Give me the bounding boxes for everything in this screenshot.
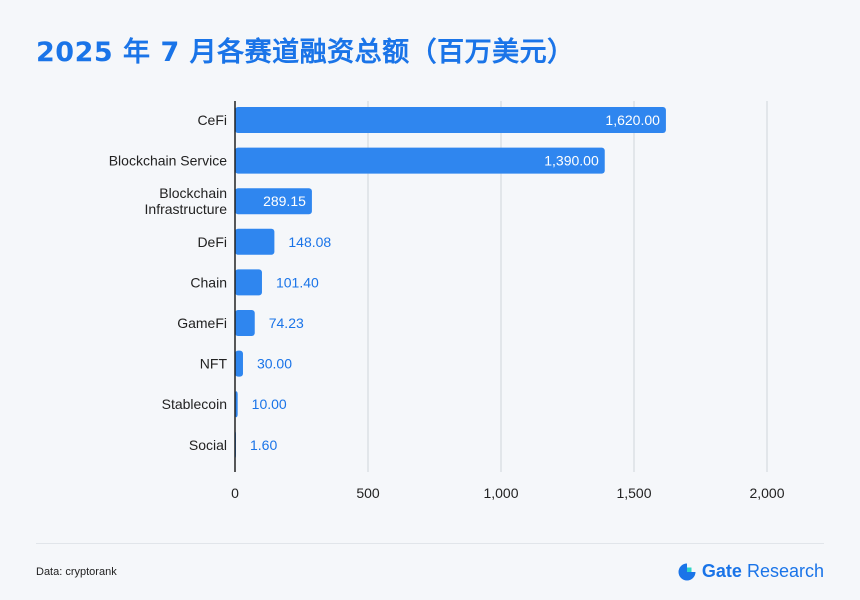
x-tick-label: 1,000 xyxy=(483,485,518,501)
bar xyxy=(235,188,312,215)
brand-suffix: Research xyxy=(746,561,824,581)
value-label: 74.23 xyxy=(269,315,304,331)
category-label: NFT xyxy=(200,356,228,372)
category-label: GameFi xyxy=(177,315,227,331)
x-tick-labels: 0 500 1,000 1,500 2,000 xyxy=(231,485,785,501)
value-label: 148.08 xyxy=(288,234,331,250)
bars xyxy=(235,107,666,458)
brand-name: Gate xyxy=(701,561,742,581)
category-labels: CeFi Blockchain Service Blockchain Infrastr… xyxy=(109,112,228,453)
value-labels: 1,620.00 1,390.00 289.15 148.08 101.40 74.23 3… xyxy=(250,112,660,453)
category-label: Social xyxy=(189,437,227,453)
category-label: DeFi xyxy=(197,234,227,250)
bar xyxy=(235,310,255,336)
x-tick-label: 2,000 xyxy=(749,485,784,501)
category-label: Blockchain Service xyxy=(109,153,227,169)
bar xyxy=(235,228,275,255)
value-label: 1,390.00 xyxy=(544,153,599,169)
bar xyxy=(235,350,243,377)
value-label: 101.40 xyxy=(276,274,319,290)
chart-title: 2025 年 7 月各赛道融资总额（百万美元） xyxy=(36,37,575,68)
category-label: CeFi xyxy=(197,112,227,128)
x-tick-label: 500 xyxy=(356,485,380,501)
footer-divider xyxy=(36,543,824,544)
value-label: 1.60 xyxy=(250,437,277,453)
value-label: 1,620.00 xyxy=(605,112,660,128)
category-label: Chain xyxy=(190,274,227,290)
bar-chart: CeFi Blockchain Service Blockchain Infrastr… xyxy=(109,101,785,501)
value-label: 289.15 xyxy=(263,193,306,209)
bar xyxy=(235,147,605,174)
bar xyxy=(235,107,666,133)
bar xyxy=(235,269,262,296)
value-label: 30.00 xyxy=(257,356,292,372)
x-tick-label: 0 xyxy=(231,485,239,501)
gate-logo-icon xyxy=(678,563,696,580)
brand-logo: Gate Research xyxy=(677,561,824,582)
category-label: Stablecoin xyxy=(162,396,227,412)
x-tick-label: 1,500 xyxy=(616,485,651,501)
value-label: 10.00 xyxy=(252,396,287,412)
category-label: Blockchain Infrastructure xyxy=(145,185,228,217)
data-source: Data: cryptorank xyxy=(36,566,117,578)
